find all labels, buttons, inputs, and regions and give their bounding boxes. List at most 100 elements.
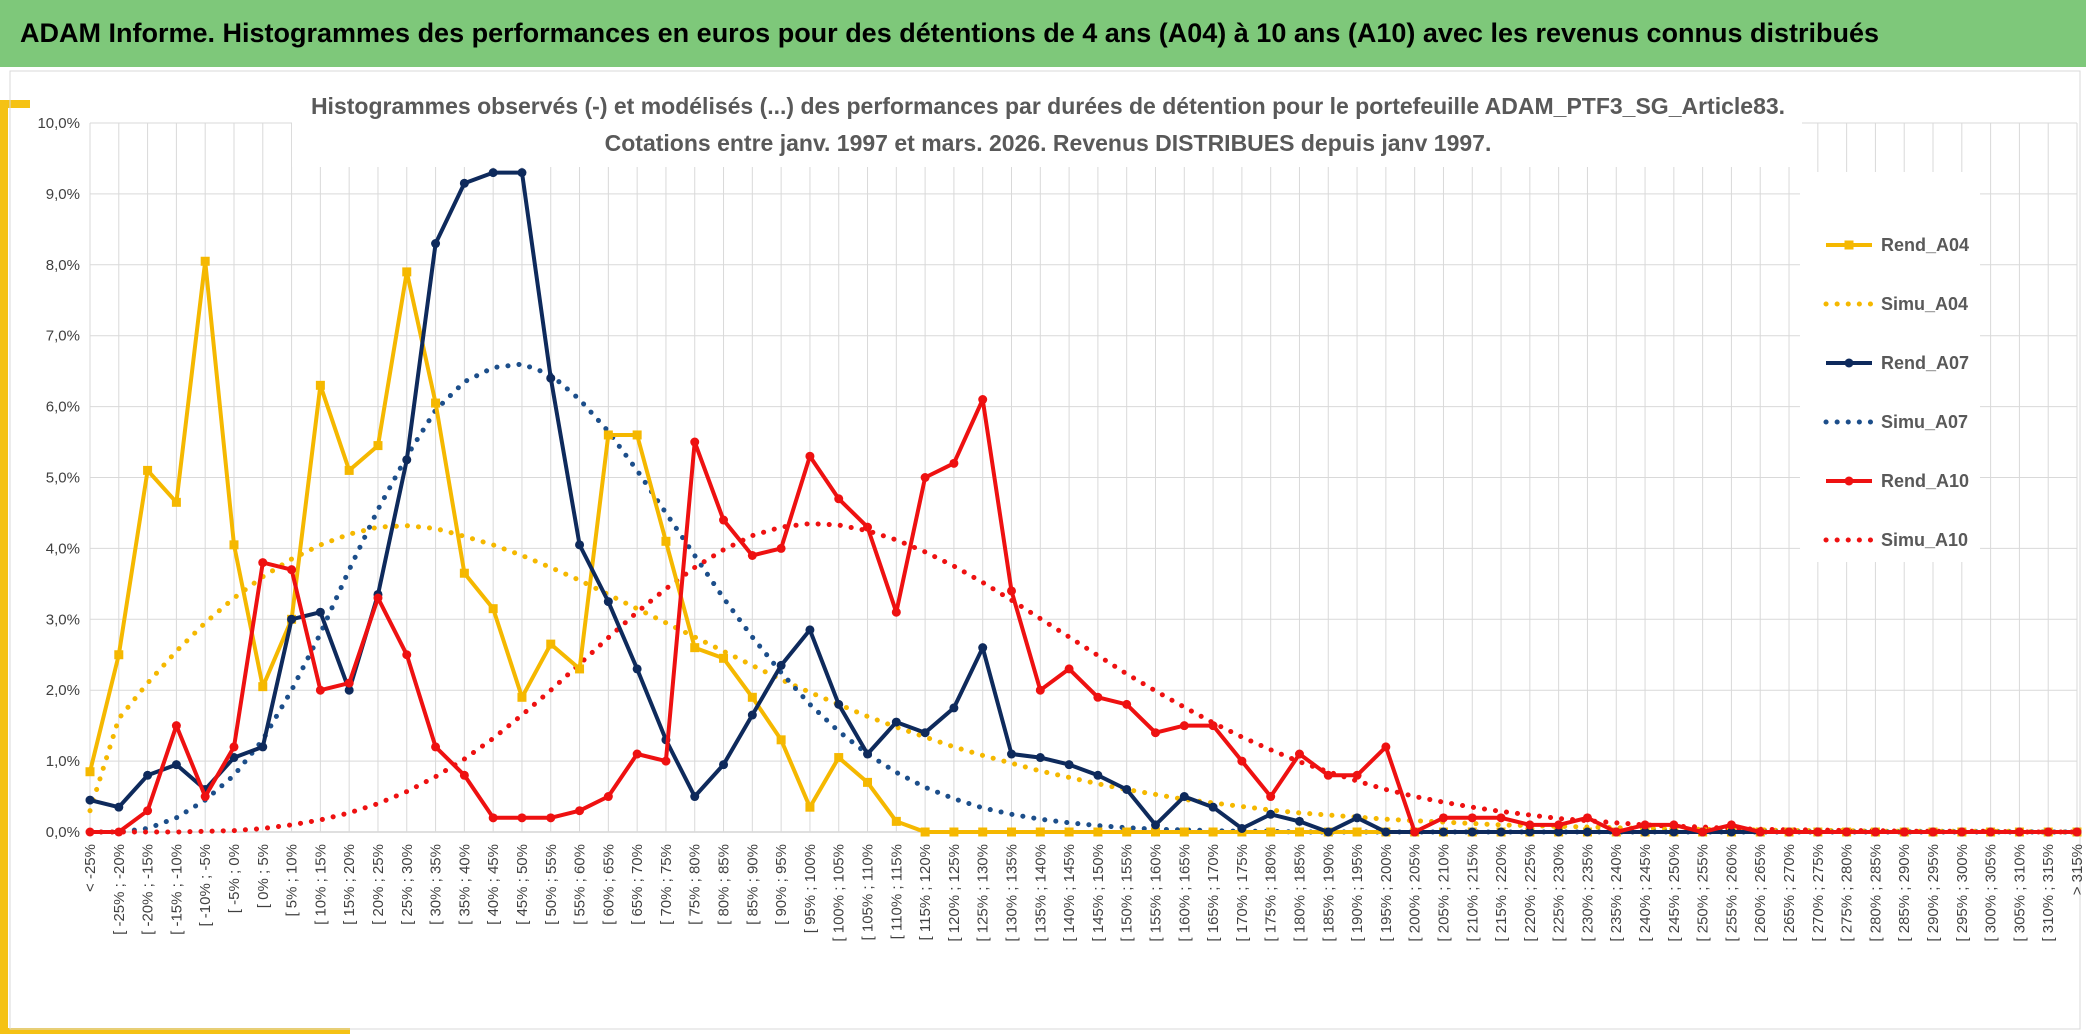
legend: Rend_A04 Simu_A04 Rend_A07 Simu_A07 Rend_A10…	[1800, 172, 1980, 562]
data-point-Rend_A07	[1381, 827, 1391, 837]
x-tick-label: [ 265% ; 270%	[1781, 844, 1798, 942]
x-tick-label: [ 215% ; 220%	[1493, 844, 1510, 942]
x-tick-label: [ 230% ; 235%	[1579, 844, 1596, 942]
data-point-Rend_A10	[1150, 728, 1160, 738]
data-point-Rend_A04	[114, 650, 124, 660]
data-point-Rend_A04	[85, 767, 95, 777]
data-point-Rend_A10	[1554, 820, 1564, 830]
data-point-Rend_A07	[315, 607, 325, 617]
histogram-chart: 0,0% 1,0% 2,0% 3,0% 4,0% 5,0% 6,0% 7,0% 8,0% 9,0%…	[9, 70, 2086, 1030]
data-point-Rend_A04	[632, 430, 642, 440]
data-point-Rend_A07	[920, 728, 930, 738]
x-tick-label: [ 175% ; 180%	[1263, 844, 1280, 942]
data-point-Rend_A10	[315, 685, 325, 695]
data-point-Rend_A07	[1035, 753, 1045, 763]
x-tick-label: [ 250% ; 255%	[1695, 844, 1712, 942]
data-point-Rend_A04	[747, 692, 757, 702]
data-point-Rend_A07	[1582, 827, 1592, 837]
data-point-Rend_A10	[1035, 685, 1045, 695]
data-point-Rend_A04	[315, 380, 325, 390]
data-point-Rend_A10	[863, 522, 873, 532]
data-point-Rend_A07	[171, 760, 181, 770]
data-point-Rend_A07	[1064, 760, 1074, 770]
x-tick-label: [ 110% ; 115%	[888, 844, 905, 939]
data-point-Rend_A10	[776, 543, 786, 553]
x-tick-label: [ 95% ; 100%	[802, 844, 819, 933]
x-tick-label: [ 130% ; 135%	[1004, 844, 1021, 942]
data-point-Rend_A04	[1352, 827, 1362, 837]
x-tick-label: [ 295% ; 300%	[1954, 844, 1971, 942]
data-point-Rend_A10	[546, 813, 556, 823]
x-tick-label: [ 140% ; 145%	[1061, 844, 1078, 942]
data-point-Rend_A07	[719, 760, 729, 770]
data-point-Rend_A10	[1438, 813, 1448, 823]
x-tick-label: [ 80% ; 85%	[716, 844, 733, 925]
data-point-Rend_A04	[776, 735, 786, 745]
legend-label-Simu_A07: Simu_A07	[1881, 412, 1968, 432]
data-point-Rend_A10	[632, 749, 642, 759]
data-point-Rend_A04	[517, 692, 527, 702]
x-tick-label: [ 100% ; 105%	[831, 844, 848, 942]
data-point-Rend_A10	[2043, 827, 2053, 837]
data-point-Rend_A10	[1496, 813, 1506, 823]
data-point-Rend_A10	[402, 650, 412, 660]
data-point-Rend_A10	[1669, 820, 1679, 830]
data-point-Rend_A04	[891, 816, 901, 826]
series-lines	[85, 168, 2082, 837]
x-tick-label: [ 20% ; 25%	[370, 844, 387, 925]
data-point-Rend_A04	[1294, 827, 1304, 837]
y-tick-label: 5,0%	[46, 470, 80, 487]
y-tick-label: 4,0%	[46, 540, 80, 557]
data-point-Rend_A07	[1438, 827, 1448, 837]
data-point-Rend_A04	[200, 256, 210, 266]
data-point-Rend_A07	[1179, 792, 1189, 802]
chart-title: Histogrammes observés (-) et modélisés (…	[292, 87, 1802, 167]
data-point-Rend_A04	[459, 568, 469, 578]
data-point-Rend_A04	[344, 465, 354, 475]
data-point-Rend_A10	[1266, 792, 1276, 802]
data-point-Rend_A07	[459, 178, 469, 188]
x-tick-label: [ -25% ; -20%	[111, 844, 128, 935]
data-point-Rend_A10	[603, 792, 613, 802]
x-tick-label: [ 125% ; 130%	[975, 844, 992, 942]
data-point-Rend_A07	[488, 168, 498, 178]
data-point-Rend_A07	[1237, 823, 1247, 833]
data-point-Rend_A04	[1266, 827, 1276, 837]
data-point-Rend_A07	[143, 770, 153, 780]
x-tick-label: [ 155% ; 160%	[1147, 844, 1164, 942]
data-point-Rend_A04	[143, 465, 153, 475]
x-tick-label: [ 15% ; 20%	[341, 844, 358, 925]
data-point-Rend_A10	[143, 806, 153, 816]
data-point-Rend_A07	[1266, 809, 1276, 819]
x-tick-label: [ 170% ; 175%	[1234, 844, 1251, 942]
legend-label-Rend_A10: Rend_A10	[1881, 471, 1969, 491]
data-point-Rend_A04	[402, 267, 412, 277]
data-point-Rend_A10	[719, 515, 729, 525]
x-tick-label: [ 310% ; 315%	[2040, 844, 2057, 942]
data-point-Rend_A10	[1899, 827, 1909, 837]
data-point-Rend_A10	[85, 827, 95, 837]
data-point-Rend_A07	[1726, 827, 1736, 837]
data-point-Rend_A04	[805, 802, 815, 812]
series-line-Rend_A10	[90, 397, 2077, 834]
legend-marker-Rend_A10	[1844, 476, 1854, 486]
chart-title-line-1: Histogrammes observés (-) et modélisés (…	[311, 93, 1785, 119]
y-tick-label: 10,0%	[37, 115, 80, 132]
legend-marker-Rend_A04	[1844, 240, 1854, 250]
data-point-Rend_A07	[834, 699, 844, 709]
y-tick-label: 0,0%	[46, 824, 80, 841]
y-tick-label: 9,0%	[46, 186, 80, 203]
x-tick-label: [ 225% ; 230%	[1551, 844, 1568, 942]
data-point-Rend_A10	[258, 558, 268, 568]
x-tick-label: [ 190% ; 195%	[1349, 844, 1366, 942]
top-accent-bar	[0, 100, 30, 108]
data-point-Rend_A10	[2014, 827, 2024, 837]
data-point-Rend_A07	[1122, 784, 1132, 794]
data-point-Rend_A10	[920, 473, 930, 482]
data-point-Rend_A07	[1007, 749, 1017, 759]
x-tick-label: [ 160% ; 165%	[1176, 844, 1193, 942]
data-point-Rend_A07	[1208, 802, 1218, 812]
data-point-Rend_A07	[949, 703, 959, 713]
data-point-Rend_A10	[1179, 721, 1189, 731]
data-point-Rend_A10	[1726, 820, 1736, 830]
